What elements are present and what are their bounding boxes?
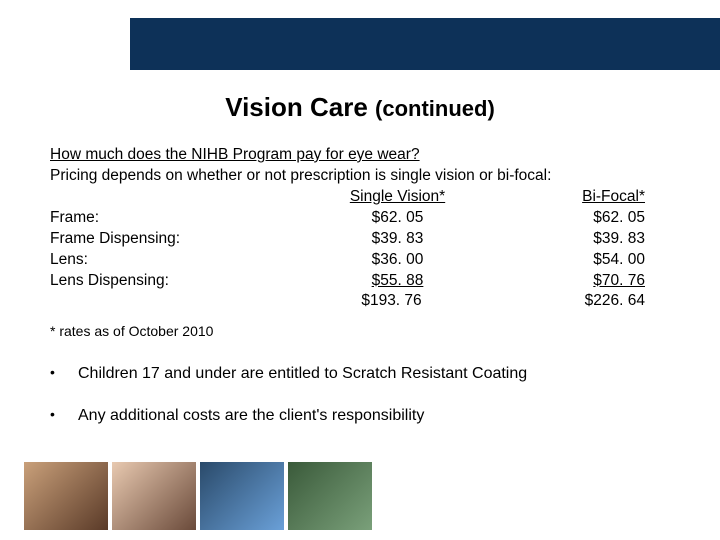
list-item: • Children 17 and under are entitled to …	[50, 363, 670, 385]
table-row: Frame: $62. 05 $62. 05	[50, 208, 670, 229]
row-bf: $70. 76	[485, 271, 655, 292]
row-bf: $54. 00	[485, 250, 655, 271]
header-band	[130, 18, 720, 70]
bullet-text: Any additional costs are the client's re…	[78, 405, 670, 427]
title-main: Vision Care	[225, 92, 368, 122]
row-bf: $62. 05	[485, 208, 655, 229]
row-sv: $39. 83	[310, 229, 485, 250]
photo-strip	[24, 462, 372, 530]
intro-text: Pricing depends on whether or not prescr…	[50, 166, 670, 187]
empty-cell	[50, 187, 310, 208]
table-row: Lens Dispensing: $55. 88 $70. 76	[50, 271, 670, 292]
photo-thumbnail	[24, 462, 108, 530]
col-header-single: Single Vision*	[310, 187, 485, 208]
footnote-text: * rates as of October 2010	[50, 322, 670, 341]
list-item: • Any additional costs are the client's …	[50, 405, 670, 427]
photo-thumbnail	[288, 462, 372, 530]
row-label: Frame Dispensing:	[50, 229, 310, 250]
row-label: Lens Dispensing:	[50, 271, 310, 292]
table-total-row: $193. 76 $226. 64	[50, 291, 670, 312]
question-text: How much does the NIHB Program pay for e…	[50, 145, 670, 166]
bullet-icon: •	[50, 363, 78, 385]
table-header-row: Single Vision* Bi-Focal*	[50, 187, 670, 208]
row-sv: $55. 88	[310, 271, 485, 292]
bullet-text: Children 17 and under are entitled to Sc…	[78, 363, 670, 385]
bullet-icon: •	[50, 405, 78, 427]
photo-thumbnail	[112, 462, 196, 530]
table-row: Lens: $36. 00 $54. 00	[50, 250, 670, 271]
bullet-list: • Children 17 and under are entitled to …	[50, 363, 670, 426]
photo-thumbnail	[200, 462, 284, 530]
row-bf: $39. 83	[485, 229, 655, 250]
row-label: Lens:	[50, 250, 310, 271]
total-sv: $193. 76	[310, 291, 485, 312]
title-suffix: (continued)	[375, 96, 495, 121]
table-row: Frame Dispensing: $39. 83 $39. 83	[50, 229, 670, 250]
col-header-bifocal: Bi-Focal*	[485, 187, 655, 208]
page-title: Vision Care (continued)	[0, 92, 720, 123]
total-label	[50, 291, 310, 312]
row-sv: $62. 05	[310, 208, 485, 229]
row-sv: $36. 00	[310, 250, 485, 271]
content-area: How much does the NIHB Program pay for e…	[50, 145, 670, 446]
row-label: Frame:	[50, 208, 310, 229]
total-bf: $226. 64	[485, 291, 655, 312]
